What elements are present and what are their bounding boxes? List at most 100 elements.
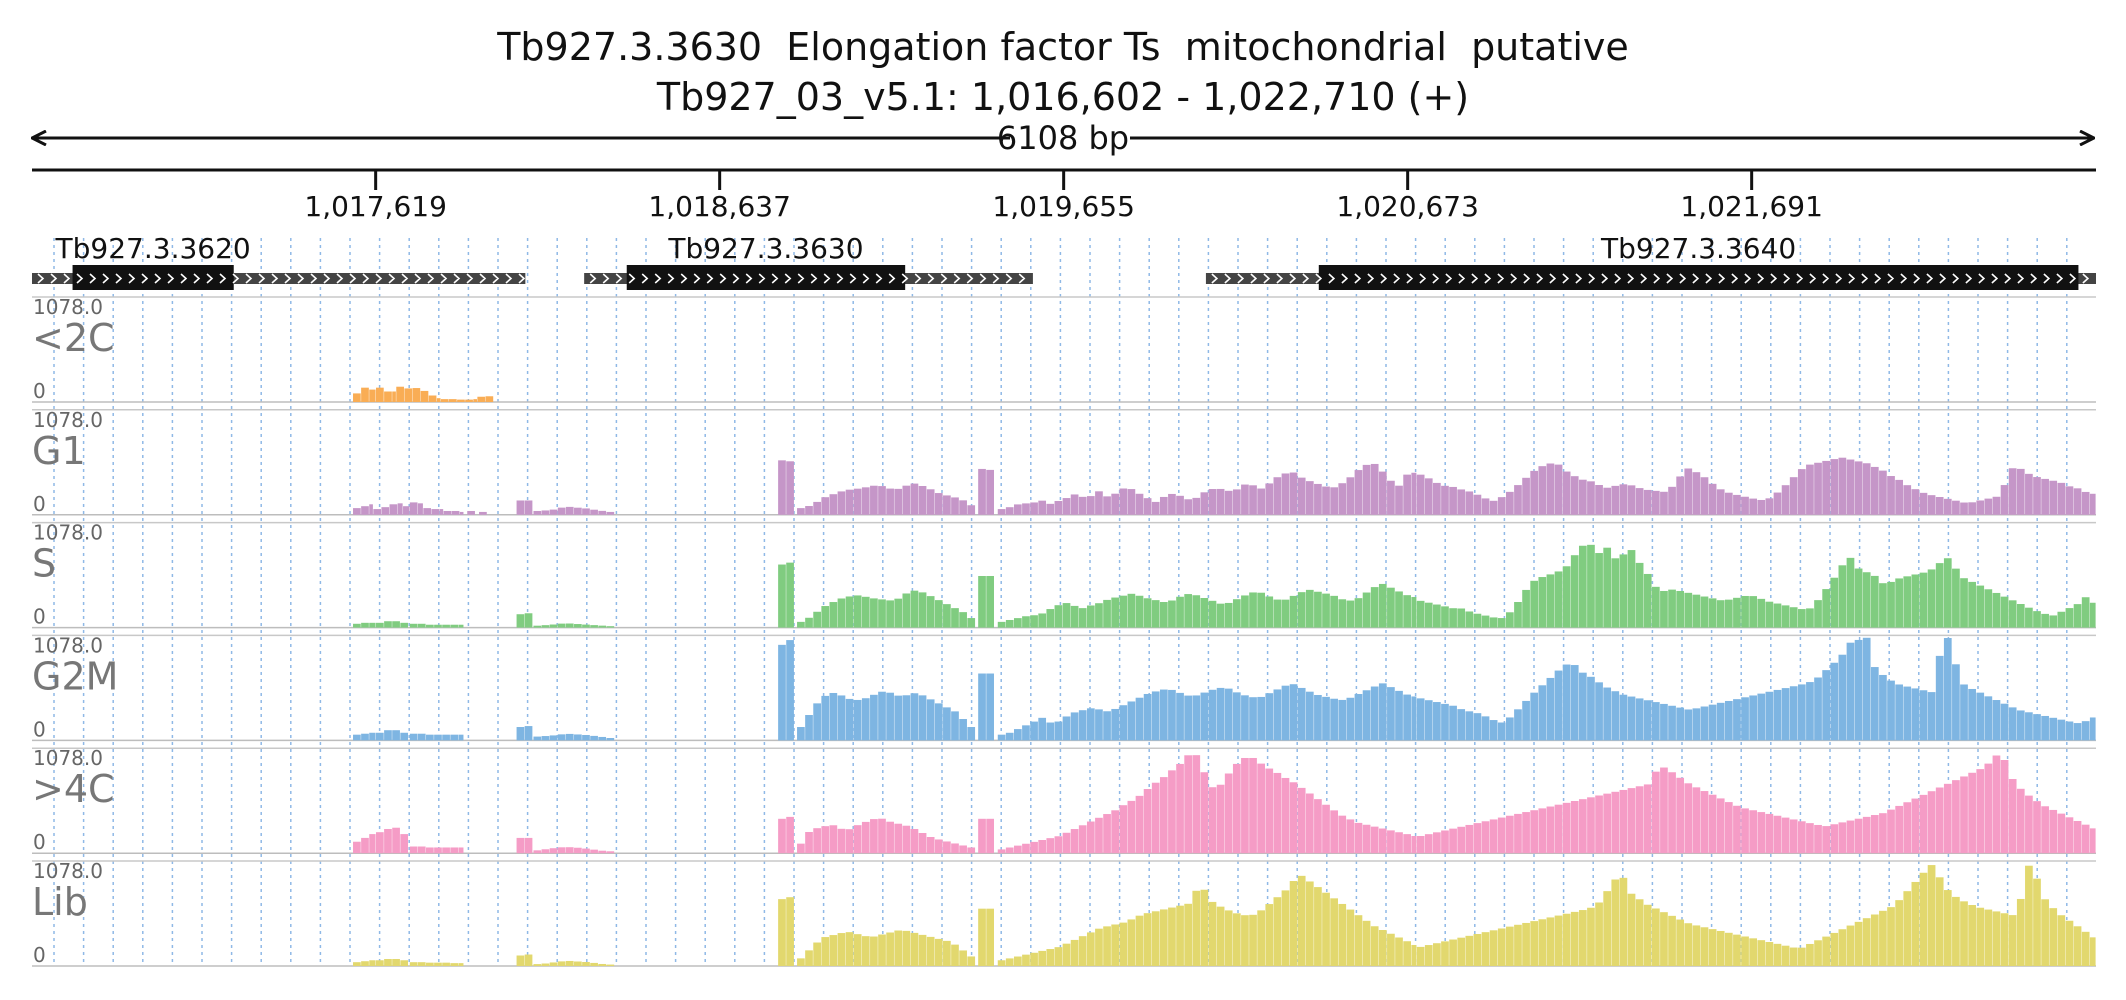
coverage-bar — [861, 821, 870, 854]
coverage-bar — [853, 595, 862, 628]
coverage-bar — [1522, 700, 1530, 741]
coverage-bar — [1570, 665, 1579, 741]
coverage-bar — [590, 625, 598, 628]
span-label: 6108 bp — [997, 119, 1129, 157]
coverage-bar — [918, 934, 927, 966]
gene-label: Tb927.3.3620 — [55, 232, 251, 265]
coverage-bar — [1984, 763, 1993, 854]
coverage-bar — [1692, 594, 1701, 628]
coverage-bar — [1338, 903, 1347, 966]
coverage-bar — [1457, 489, 1466, 515]
coverage-bar — [1773, 689, 1782, 741]
coverage-bar — [1879, 470, 1887, 515]
coverage-bar — [959, 612, 967, 628]
coverage-bar — [1095, 817, 1103, 854]
coverage-bar — [797, 843, 805, 854]
coverage-bar — [1465, 491, 1474, 515]
coverage-bar — [1127, 919, 1136, 966]
coverage-bar — [1005, 732, 1014, 741]
coverage-bar — [1757, 598, 1766, 628]
coverage-bar — [1103, 814, 1111, 854]
y-min-label: 0 — [33, 379, 46, 403]
coverage-bar — [450, 624, 459, 628]
coverage-bar — [1362, 592, 1371, 628]
coverage-bar — [1151, 600, 1160, 628]
coverage-bar — [353, 623, 361, 628]
coverage-bar — [1086, 605, 1095, 628]
coverage-bar — [1281, 473, 1290, 515]
coverage-bar — [1273, 599, 1282, 628]
coverage-bar — [353, 962, 361, 966]
coverage-bar — [1968, 581, 1976, 628]
coverage-bar — [1854, 921, 1863, 966]
coverage-bar — [1911, 574, 1920, 628]
coverage-bar — [1960, 776, 1968, 854]
coverage-bar — [533, 850, 542, 854]
coverage-bar — [1038, 717, 1047, 741]
coverage-bar — [1070, 829, 1079, 854]
coverage-bar — [2049, 809, 2058, 854]
coverage-bar — [1595, 553, 1603, 628]
coverage-bar — [1346, 697, 1355, 741]
coverage-bar — [1741, 936, 1749, 966]
coverage-bar — [1135, 795, 1144, 854]
coverage-bar — [420, 390, 429, 402]
coverage-bar — [1395, 832, 1403, 854]
coverage-bar — [1257, 763, 1265, 854]
coverage-bar — [959, 500, 967, 515]
coverage-bar — [934, 938, 943, 966]
coverage-bar — [870, 936, 878, 966]
coverage-bar — [1952, 500, 1960, 515]
coverage-bar — [450, 847, 459, 854]
coverage-bar — [1830, 577, 1839, 628]
coverage-bar — [1684, 923, 1693, 966]
coverage-bar — [477, 396, 486, 402]
coverage-bar — [1135, 697, 1144, 741]
coverage-bar — [574, 847, 582, 854]
coverage-bar — [557, 961, 566, 966]
coverage-bar — [1208, 689, 1217, 741]
coverage-bar — [426, 734, 434, 741]
coverage-bar — [1846, 459, 1855, 515]
coverage-bar — [1151, 911, 1160, 966]
coverage-bar — [1984, 498, 1993, 515]
coverage-bar — [2033, 878, 2041, 966]
coverage-bar — [2089, 602, 2096, 628]
coverage-bar — [1506, 612, 1514, 628]
coverage-bar — [606, 511, 615, 515]
coverage-bar — [1387, 480, 1395, 515]
coverage-bar — [1627, 893, 1636, 966]
coverage-bar — [1176, 495, 1184, 515]
coverage-bar — [443, 510, 452, 515]
coverage-bar — [2000, 760, 2009, 854]
coverage-bar — [582, 624, 590, 628]
coverage-bar — [606, 851, 615, 854]
coverage-bar — [1741, 595, 1749, 628]
coverage-bar — [409, 733, 418, 741]
coverage-bar — [1127, 701, 1136, 741]
coverage-bar — [959, 845, 967, 854]
coverage-bar — [1781, 817, 1790, 854]
coverage-bar — [1927, 495, 1936, 515]
coverage-bar — [516, 500, 525, 515]
coverage-bar — [2016, 788, 2025, 854]
coverage-bar — [1457, 826, 1466, 854]
coverage-bar — [1257, 696, 1265, 741]
coverage-bar — [1643, 573, 1652, 628]
coverage-bar — [1619, 484, 1628, 515]
coverage-bar — [2025, 795, 2033, 854]
coverage-bar — [1846, 820, 1855, 854]
coverage-bar — [1424, 945, 1433, 966]
coverage-bar — [1797, 947, 1806, 966]
coverage-bar — [1797, 684, 1806, 741]
track-bars — [353, 386, 494, 402]
track-4: 1078.0 0 >4C — [32, 746, 2096, 854]
coverage-bar — [1013, 729, 1022, 741]
coverage-bar — [853, 699, 862, 741]
coverage-bar — [1814, 600, 1822, 628]
coverage-bar — [1976, 692, 1985, 741]
coverage-bar — [1619, 789, 1628, 854]
coverage-bar — [516, 727, 525, 741]
coverage-bar — [837, 933, 846, 966]
coverage-bar — [1013, 618, 1022, 628]
